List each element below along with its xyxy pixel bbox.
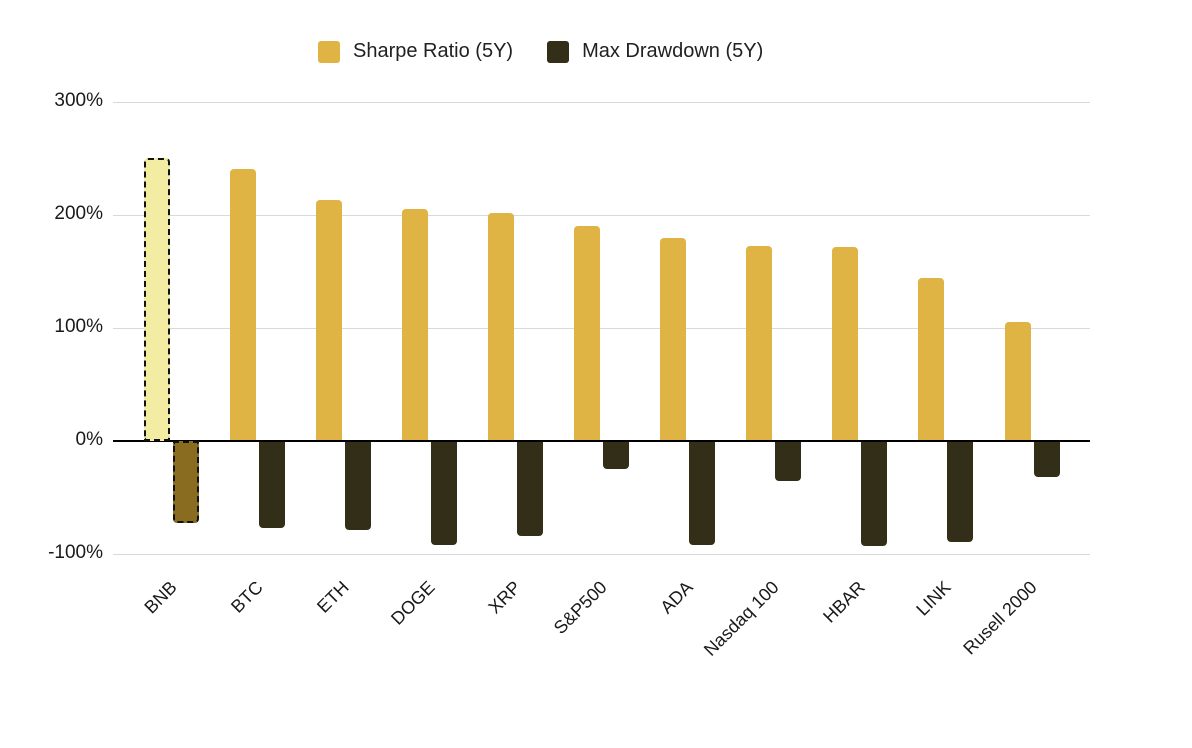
sharpe-ratio-bar-link	[918, 278, 944, 441]
sharpe-ratio-bar-eth	[316, 200, 342, 441]
legend-item-sharpe-ratio: Sharpe Ratio (5Y)	[318, 40, 513, 63]
y-axis-tick-label: 200%	[54, 203, 103, 224]
zero-axis-line	[113, 440, 1090, 442]
max-drawdown-bar-link	[947, 441, 973, 542]
legend: Sharpe Ratio (5Y) Max Drawdown (5Y)	[318, 40, 763, 63]
max-drawdown-bar-nasdaq-100	[775, 441, 801, 481]
gridline	[113, 215, 1090, 216]
sharpe-ratio-bar-doge	[402, 209, 428, 441]
max-drawdown-bar-s-p500	[603, 441, 629, 469]
max-drawdown-bar-ada	[689, 441, 715, 545]
y-axis-tick-label: -100%	[48, 542, 103, 563]
max-drawdown-bar-hbar	[861, 441, 887, 546]
legend-label-sharpe-ratio: Sharpe Ratio (5Y)	[353, 40, 514, 62]
sharpe-ratio-bar-bnb	[144, 158, 170, 441]
gridline	[113, 554, 1090, 555]
legend-item-max-drawdown: Max Drawdown (5Y)	[547, 40, 763, 63]
sharpe-ratio-bar-hbar	[832, 247, 858, 441]
sharpe-ratio-swatch-icon	[318, 40, 340, 63]
sharpe-ratio-bar-rusell-2000	[1005, 322, 1031, 441]
max-drawdown-bar-btc	[259, 441, 285, 528]
max-drawdown-bar-xrp	[517, 441, 543, 536]
sharpe-ratio-bar-ada	[660, 238, 686, 441]
max-drawdown-bar-doge	[431, 441, 457, 545]
legend-label-max-drawdown: Max Drawdown (5Y)	[582, 40, 764, 62]
sharpe-ratio-bar-nasdaq-100	[746, 246, 772, 441]
max-drawdown-swatch-icon	[547, 40, 570, 63]
sharpe-ratio-bar-xrp	[488, 213, 514, 441]
y-axis-tick-label: 300%	[54, 90, 103, 111]
sharpe-ratio-bar-s-p500	[574, 226, 600, 441]
max-drawdown-bar-eth	[345, 441, 371, 530]
y-axis-tick-label: 0%	[75, 429, 103, 450]
max-drawdown-bar-bnb	[173, 441, 199, 523]
y-axis-tick-label: 100%	[54, 316, 103, 337]
max-drawdown-bar-rusell-2000	[1034, 441, 1060, 477]
gridline	[113, 328, 1090, 329]
gridline	[113, 102, 1090, 103]
sharpe-ratio-bar-btc	[230, 169, 256, 441]
